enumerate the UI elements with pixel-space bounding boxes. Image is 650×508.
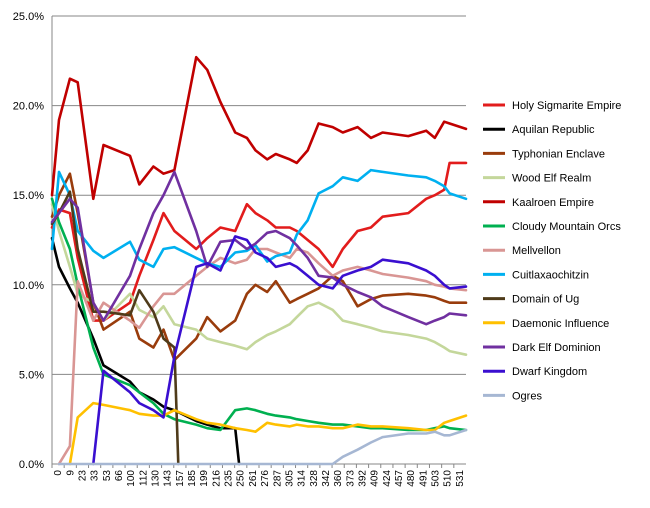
legend-label: Typhonian Enclave <box>512 148 605 160</box>
series-line-7 <box>50 168 468 269</box>
x-tick-label: 480 <box>406 470 417 487</box>
x-tick-label: 305 <box>284 470 295 487</box>
y-tick-label: 20.0% <box>13 101 44 113</box>
series-line-12 <box>57 428 468 466</box>
y-tick-label: 5.0% <box>19 369 44 381</box>
legend-label: Kaalroen Empire <box>512 197 594 209</box>
x-tick-label: 250 <box>236 470 247 487</box>
x-tick-label: 360 <box>333 470 344 487</box>
legend-label: Domain of Ug <box>512 294 579 306</box>
x-tick-label: 491 <box>418 470 429 487</box>
y-tick-label: 25.0% <box>13 11 44 23</box>
legend-label: Dark Elf Dominion <box>512 342 601 354</box>
y-tick-labels: 0.0% 5.0% 10.0% 15.0% 20.0% 25.0% <box>13 11 44 471</box>
x-tick-label: 23 <box>77 470 88 482</box>
legend-label: Cuitlaxaochitzin <box>512 269 589 281</box>
x-tick-label: 9 <box>65 470 76 476</box>
legend-label: Holy Sigmarite Empire <box>512 100 621 112</box>
x-tick-label: 235 <box>224 470 235 487</box>
x-tick-label: 342 <box>321 470 332 487</box>
x-tick-label: 216 <box>211 470 222 487</box>
y-tick-label: 15.0% <box>13 190 44 202</box>
series-line-11 <box>92 235 468 466</box>
x-tick-label: 276 <box>260 470 271 487</box>
x-tick-label: 510 <box>443 470 454 487</box>
x-tick-label: 424 <box>382 470 393 487</box>
x-tick-label: 66 <box>114 470 125 482</box>
x-tick-label: 287 <box>272 470 283 487</box>
legend-label: Dwarf Kingdom <box>512 366 587 378</box>
x-tick-label: 373 <box>345 470 356 487</box>
x-tick-label: 100 <box>126 470 137 487</box>
x-tick-label: 328 <box>309 470 320 487</box>
x-tick-label: 130 <box>151 470 162 487</box>
x-tick-label: 531 <box>455 470 466 487</box>
series-line-5 <box>50 197 468 432</box>
x-tick-label: 53 <box>102 470 113 482</box>
series-line-8 <box>50 190 180 466</box>
x-tick-label: 409 <box>370 470 381 487</box>
legend: Holy Sigmarite Empire Aquilan Republic Typ… <box>483 100 621 402</box>
x-tick-label: 0 <box>53 470 64 476</box>
series-lines <box>50 55 468 466</box>
series-line-6 <box>57 247 468 466</box>
x-tick-label: 112 <box>138 470 149 486</box>
grid-lines <box>52 15 466 375</box>
legend-label: Ogres <box>512 390 542 402</box>
x-tick-label: 392 <box>358 470 369 487</box>
series-line-10 <box>50 170 468 326</box>
x-tick-label: 143 <box>163 470 174 487</box>
x-tick-label: 503 <box>431 470 442 487</box>
y-tick-label: 0.0% <box>19 459 44 471</box>
legend-label: Wood Elf Realm <box>512 173 591 185</box>
series-line-9 <box>68 401 468 466</box>
legend-label: Mellvellon <box>512 245 561 257</box>
x-tick-label: 33 <box>90 470 101 482</box>
legend-label: Cloudy Mountain Orcs <box>512 221 621 233</box>
series-line-3 <box>50 202 468 357</box>
x-tick-label: 457 <box>394 470 405 487</box>
x-tick-label: 157 <box>175 470 186 487</box>
series-line-4 <box>50 55 468 201</box>
x-tick-labels: 0 9 23 33 53 66 100 112 130 143 157 185 199 216 235 250… <box>53 470 466 487</box>
legend-label: Daemonic Influence <box>512 318 609 330</box>
x-tick-label: 185 <box>187 470 198 487</box>
series-line-1 <box>50 236 241 466</box>
series-line-2 <box>50 172 468 362</box>
x-tick-label: 314 <box>297 470 308 487</box>
legend-label: Aquilan Republic <box>512 124 595 136</box>
y-tick-label: 10.0% <box>13 280 44 292</box>
x-tick-label: 199 <box>199 470 210 487</box>
x-tick-label: 261 <box>248 470 259 487</box>
